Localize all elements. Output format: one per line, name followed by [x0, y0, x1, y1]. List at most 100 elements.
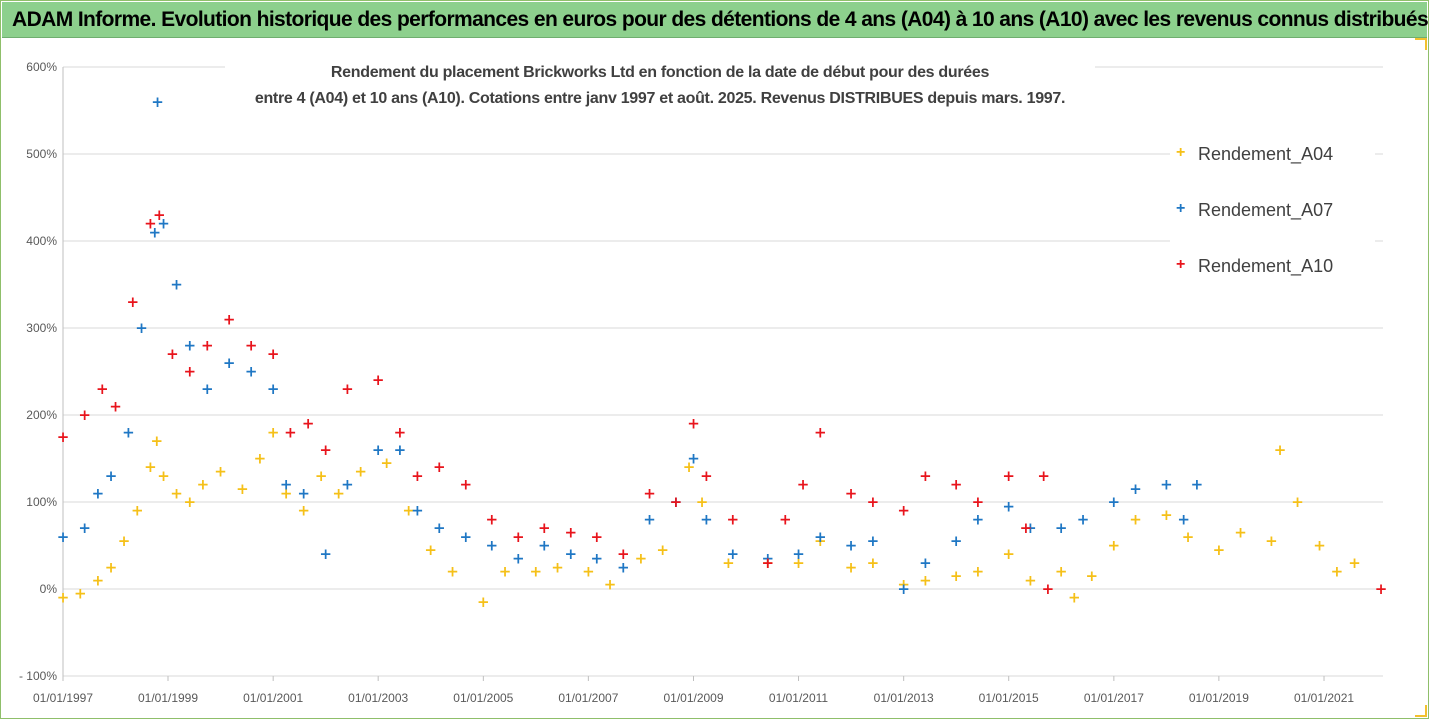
- data-point: +: [394, 423, 407, 441]
- x-tick-label: 01/01/2013: [874, 691, 934, 705]
- data-point: +: [591, 550, 604, 568]
- data-point: +: [477, 593, 490, 611]
- chart-legend: + Rendement_A04 #1f77c4 + Rendement_A07 …: [1170, 130, 1375, 300]
- data-point: +: [700, 467, 713, 485]
- data-point: +: [696, 493, 709, 511]
- data-point: +: [538, 537, 551, 555]
- data-point: +: [1129, 480, 1142, 498]
- data-point: +: [972, 563, 985, 581]
- x-tick-label: 01/01/2003: [348, 691, 408, 705]
- data-point: +: [57, 589, 70, 607]
- data-point: +: [565, 523, 578, 541]
- data-point: +: [1042, 580, 1055, 598]
- data-point: +: [845, 558, 858, 576]
- data-point: +: [446, 563, 459, 581]
- data-point: +: [512, 550, 525, 568]
- data-point: +: [126, 293, 139, 311]
- x-tick-label: 01/01/2017: [1084, 691, 1144, 705]
- data-point: +: [538, 519, 551, 537]
- data-point: +: [643, 484, 656, 502]
- data-point: +: [105, 558, 118, 576]
- data-point: +: [135, 319, 148, 337]
- data-point: +: [1160, 476, 1173, 494]
- data-point: +: [223, 354, 236, 372]
- y-tick-label: 300%: [26, 321, 57, 335]
- legend-label-a10: Rendement_A10: [1198, 256, 1334, 276]
- data-point: +: [635, 550, 648, 568]
- data-point: +: [617, 558, 630, 576]
- data-point: +: [433, 458, 446, 476]
- data-point: +: [897, 576, 910, 594]
- x-tick-label: 01/01/2011: [769, 691, 828, 705]
- data-point: +: [814, 528, 827, 546]
- data-point: +: [1002, 497, 1015, 515]
- data-point: +: [1024, 571, 1037, 589]
- data-point: +: [845, 537, 858, 555]
- data-point: +: [604, 576, 617, 594]
- chart-title: Rendement du placement Brickworks Ltd en…: [225, 60, 1095, 112]
- data-point: +: [245, 363, 258, 381]
- data-point: +: [867, 554, 880, 572]
- data-point: +: [144, 458, 157, 476]
- data-point: +: [1375, 580, 1388, 598]
- corner-accent: [1415, 715, 1427, 717]
- data-point: +: [700, 510, 713, 528]
- data-point: +: [761, 550, 774, 568]
- data-point: +: [656, 541, 669, 559]
- data-point: +: [236, 480, 249, 498]
- data-point: +: [1086, 567, 1099, 585]
- data-point: +: [486, 510, 499, 528]
- data-point: +: [254, 450, 267, 468]
- data-point: +: [92, 571, 105, 589]
- data-point: +: [197, 476, 210, 494]
- data-point: +: [372, 441, 385, 459]
- data-point: +: [867, 532, 880, 550]
- data-point: +: [486, 537, 499, 555]
- data-point: +: [183, 336, 196, 354]
- data-point: +: [1068, 589, 1081, 607]
- data-point: +: [105, 467, 118, 485]
- data-point: +: [670, 493, 683, 511]
- data-point: +: [341, 476, 354, 494]
- data-point: +: [297, 484, 310, 502]
- data-point: +: [166, 345, 179, 363]
- chart-title-line-2: entre 4 (A04) et 10 ans (A10). Cotations…: [254, 90, 1066, 107]
- x-tick-label: 01/01/2015: [979, 691, 1039, 705]
- y-tick-label: 200%: [26, 408, 57, 422]
- data-point: +: [245, 336, 258, 354]
- data-point: +: [1265, 532, 1278, 550]
- banner-title: ADAM Informe. Evolution historique des p…: [12, 8, 1429, 31]
- y-tick-label: - 100%: [19, 669, 57, 683]
- data-point: +: [402, 502, 415, 520]
- data-point: +: [157, 467, 170, 485]
- data-point: +: [670, 493, 683, 511]
- data-point: +: [1055, 563, 1068, 581]
- data-point: +: [687, 415, 700, 433]
- data-point: +: [1331, 563, 1344, 581]
- data-point: +: [460, 528, 473, 546]
- chart-title-line-1: Rendement du placement Brickworks Ltd en…: [330, 64, 990, 81]
- data-point: +: [315, 467, 328, 485]
- data-point: +: [319, 441, 332, 459]
- data-point: +: [1129, 510, 1142, 528]
- data-point: +: [919, 554, 932, 572]
- data-point: +: [1234, 523, 1247, 541]
- data-point: +: [1108, 493, 1121, 511]
- y-tick-label: 600%: [26, 60, 57, 74]
- data-point: +: [1182, 528, 1195, 546]
- data-point: +: [919, 571, 932, 589]
- data-point: +: [687, 450, 700, 468]
- x-tick-label: 01/01/2001: [243, 691, 303, 705]
- data-point: +: [582, 563, 595, 581]
- data-point: +: [1191, 476, 1204, 494]
- data-point: +: [643, 510, 656, 528]
- data-point: +: [183, 363, 196, 381]
- x-tick-label: 01/01/2007: [558, 691, 618, 705]
- axes: 600% 500% 400% 300% 200% 100% 0% - 100% 01/01/19…: [19, 60, 1354, 705]
- data-point: +: [761, 554, 774, 572]
- data-point: +: [845, 484, 858, 502]
- data-point: +: [280, 484, 293, 502]
- data-point: +: [372, 371, 385, 389]
